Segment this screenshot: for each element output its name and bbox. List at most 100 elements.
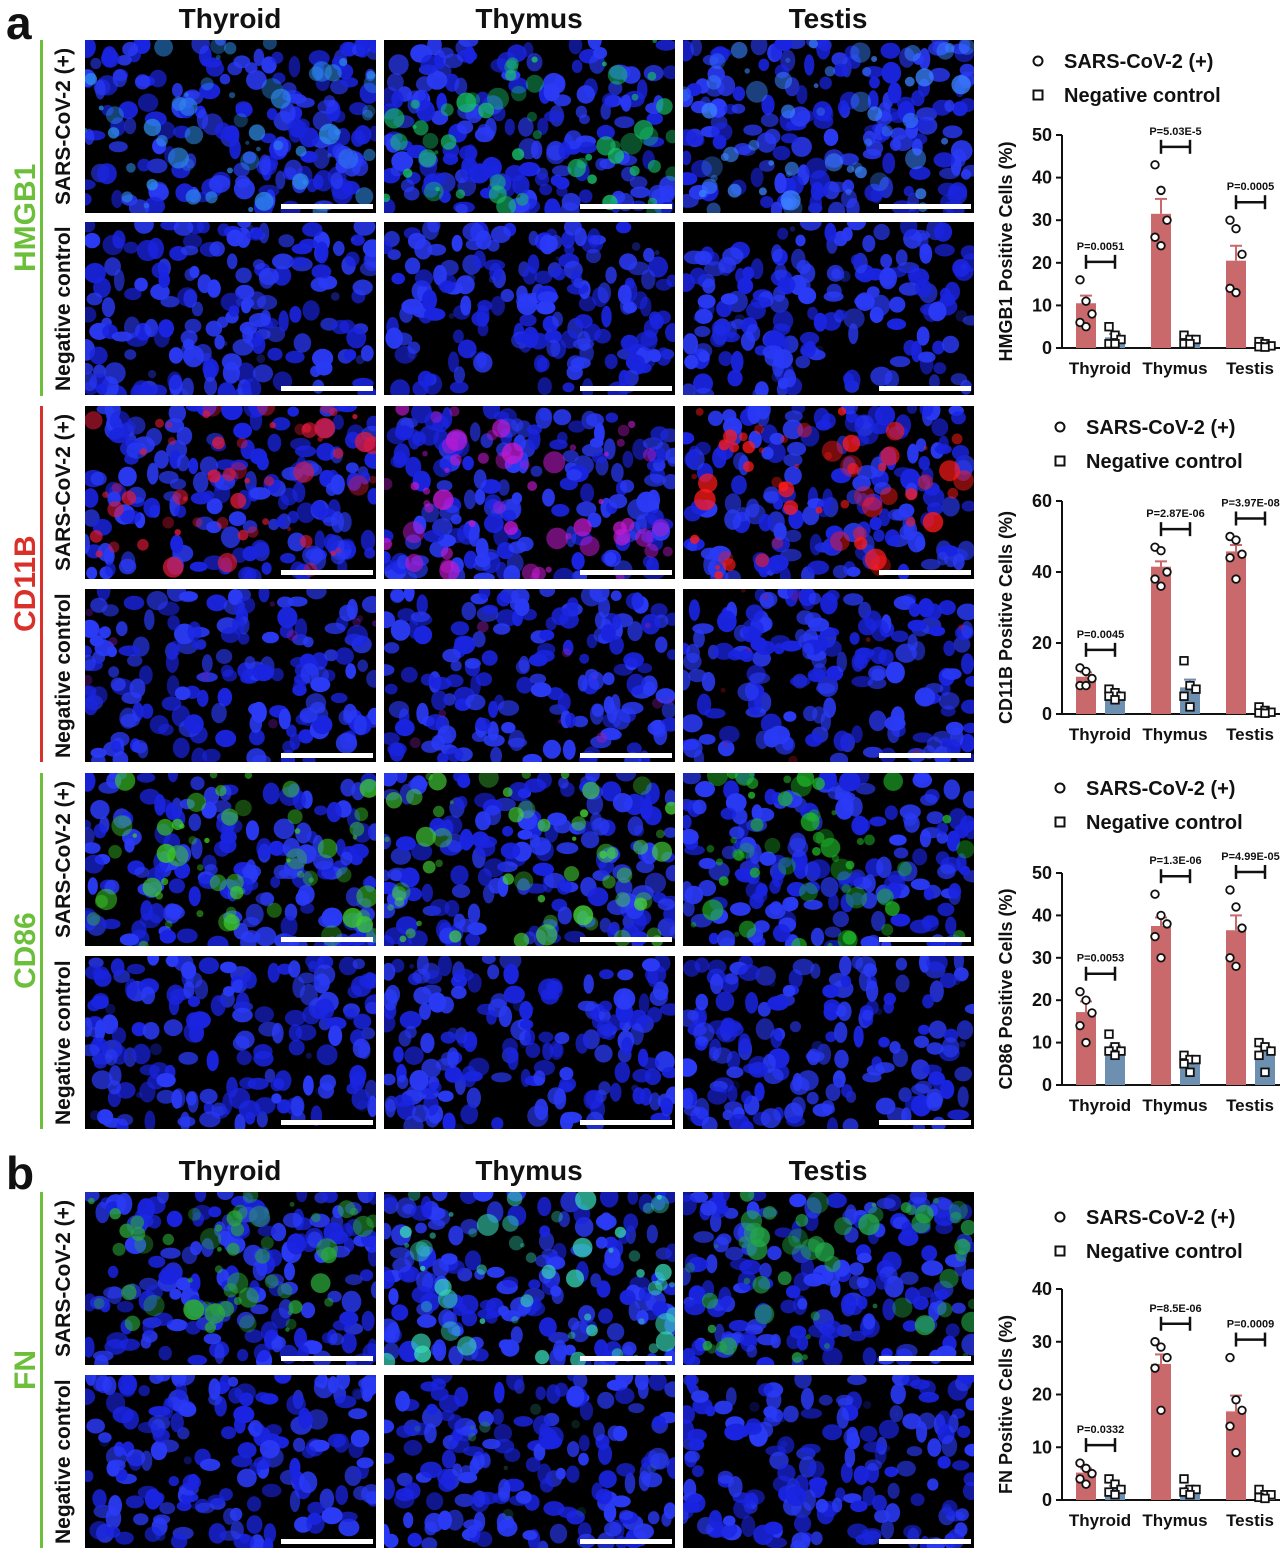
micrograph-fn-pos bbox=[384, 1192, 675, 1365]
data-point-circle bbox=[1231, 287, 1241, 298]
data-point-square bbox=[1110, 339, 1120, 349]
micrograph-fn-pos bbox=[85, 1192, 376, 1365]
y-tick-label: 10 bbox=[1032, 295, 1052, 315]
micrograph-fn-pos bbox=[683, 1192, 974, 1365]
micrograph-fn-neg bbox=[85, 1375, 376, 1548]
micrograph-cd86-neg bbox=[683, 956, 974, 1129]
row-label-sars-positive: SARS-CoV-2 (+) bbox=[52, 414, 75, 571]
scale-bar bbox=[879, 937, 971, 942]
column-title-testis: Testis bbox=[788, 1155, 868, 1186]
data-point-circle bbox=[1156, 581, 1166, 591]
legend-marker-circle bbox=[1054, 782, 1066, 794]
data-point-circle bbox=[1225, 885, 1235, 895]
data-point-square bbox=[1185, 1067, 1195, 1077]
data-point-circle bbox=[1237, 549, 1247, 559]
micrograph-hmgb1-pos bbox=[384, 40, 675, 213]
y-tick-label: 20 bbox=[1032, 990, 1052, 1010]
bar bbox=[1226, 551, 1246, 714]
data-point-circle bbox=[1075, 1474, 1085, 1484]
y-tick-label: 20 bbox=[1032, 1385, 1052, 1405]
x-tick-label: Testis bbox=[1226, 1096, 1274, 1115]
legend-label: Negative control bbox=[1064, 85, 1221, 107]
data-point-circle bbox=[1150, 160, 1160, 170]
x-tick-label: Thyroid bbox=[1069, 1511, 1131, 1530]
micrograph-hmgb1-neg bbox=[85, 222, 376, 395]
data-point-circle bbox=[1225, 1352, 1235, 1363]
bar bbox=[1226, 930, 1246, 1085]
data-point-circle bbox=[1162, 567, 1172, 577]
data-point-circle bbox=[1225, 283, 1235, 294]
data-point-circle bbox=[1075, 1458, 1085, 1468]
y-tick-label: 0 bbox=[1042, 338, 1052, 358]
bar bbox=[1105, 1048, 1125, 1085]
data-point-circle bbox=[1087, 309, 1097, 319]
scale-bar bbox=[879, 1539, 971, 1544]
scale-bar bbox=[281, 753, 373, 758]
micrograph-cd11b-pos bbox=[683, 406, 974, 579]
y-tick-label: 0 bbox=[1042, 704, 1052, 724]
data-point-circle bbox=[1081, 1037, 1091, 1048]
data-point-circle bbox=[1081, 995, 1091, 1005]
y-tick-label: 60 bbox=[1032, 491, 1052, 511]
data-point-circle bbox=[1231, 961, 1241, 971]
data-point-circle bbox=[1231, 1395, 1241, 1405]
marker-bar-cd86 bbox=[40, 773, 43, 1129]
data-point-circle bbox=[1075, 275, 1085, 285]
data-point-square bbox=[1266, 1046, 1276, 1056]
bar bbox=[1151, 213, 1171, 348]
bar bbox=[1151, 1363, 1171, 1500]
data-point-circle bbox=[1081, 322, 1091, 332]
y-tick-label: 20 bbox=[1032, 253, 1052, 273]
data-point-circle bbox=[1225, 953, 1235, 963]
micrograph-cd11b-neg bbox=[683, 589, 974, 762]
legend-label: SARS-CoV-2 (+) bbox=[1086, 417, 1235, 439]
micrograph-cd86-pos bbox=[384, 773, 675, 946]
data-point-circle bbox=[1231, 224, 1241, 234]
legend-label: SARS-CoV-2 (+) bbox=[1086, 778, 1235, 800]
x-tick-label: Thymus bbox=[1142, 725, 1207, 744]
data-point-square bbox=[1185, 339, 1195, 349]
data-point-square bbox=[1110, 695, 1120, 705]
data-point-square bbox=[1260, 1493, 1270, 1504]
p-value-label: P=3.97E-08 bbox=[1221, 498, 1279, 510]
data-point-circle bbox=[1150, 1337, 1160, 1347]
y-tick-label: 30 bbox=[1032, 1332, 1052, 1352]
micrograph-cd86-pos bbox=[85, 773, 376, 946]
legend-label: SARS-CoV-2 (+) bbox=[1064, 51, 1213, 73]
scale-bar bbox=[580, 1120, 672, 1125]
scale-bar bbox=[580, 204, 672, 209]
legend-marker-square bbox=[1032, 89, 1044, 101]
data-point-circle bbox=[1231, 574, 1241, 584]
data-point-circle bbox=[1156, 185, 1166, 196]
p-value-label: P=0.0045 bbox=[1077, 629, 1124, 641]
marker-bar-fn bbox=[40, 1192, 43, 1548]
y-tick-label: 10 bbox=[1032, 1033, 1052, 1053]
micrograph-hmgb1-pos bbox=[85, 40, 376, 213]
p-value-label: P=5.03E-5 bbox=[1149, 126, 1201, 138]
x-tick-label: Thymus bbox=[1142, 359, 1207, 378]
y-axis-label: CD86 Positive Cells (%) bbox=[996, 888, 1016, 1089]
legend-label: Negative control bbox=[1086, 451, 1243, 473]
legend-label: Negative control bbox=[1086, 1241, 1243, 1263]
row-label-negative-control: Negative control bbox=[52, 593, 75, 758]
panel-letter-a: a bbox=[6, 0, 32, 49]
scale-bar bbox=[580, 1539, 672, 1544]
scale-bar bbox=[281, 386, 373, 391]
data-point-circle bbox=[1150, 232, 1160, 242]
row-label-sars-positive: SARS-CoV-2 (+) bbox=[52, 781, 75, 938]
data-point-circle bbox=[1237, 1405, 1247, 1416]
x-tick-label: Thyroid bbox=[1069, 1096, 1131, 1115]
data-point-square bbox=[1191, 1054, 1201, 1065]
p-value-label: P=8.5E-06 bbox=[1149, 1303, 1201, 1315]
micrograph-fn-neg bbox=[384, 1375, 675, 1548]
bar bbox=[1076, 1012, 1096, 1085]
y-tick-label: 0 bbox=[1042, 1490, 1052, 1510]
data-point-square bbox=[1179, 1474, 1189, 1484]
data-point-circle bbox=[1075, 1020, 1085, 1031]
data-point-square bbox=[1260, 1067, 1270, 1077]
data-point-square bbox=[1104, 321, 1114, 332]
column-title-thymus: Thymus bbox=[475, 1155, 583, 1186]
marker-bar-cd11b bbox=[40, 406, 43, 762]
y-tick-label: 40 bbox=[1032, 1279, 1052, 1299]
scale-bar bbox=[580, 570, 672, 575]
